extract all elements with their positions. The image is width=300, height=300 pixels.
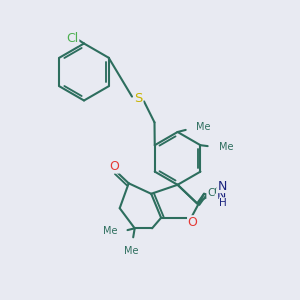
Text: Me: Me — [219, 142, 234, 152]
Text: Me: Me — [124, 245, 139, 256]
Text: N: N — [217, 179, 227, 193]
Text: H: H — [219, 198, 227, 208]
Text: O: O — [188, 216, 197, 229]
Text: O: O — [110, 160, 119, 173]
Text: Cl: Cl — [67, 32, 79, 45]
Text: C: C — [207, 188, 214, 198]
Text: Me: Me — [103, 226, 118, 236]
Text: Me: Me — [196, 122, 211, 132]
Text: N: N — [217, 189, 226, 202]
Text: S: S — [134, 92, 143, 105]
